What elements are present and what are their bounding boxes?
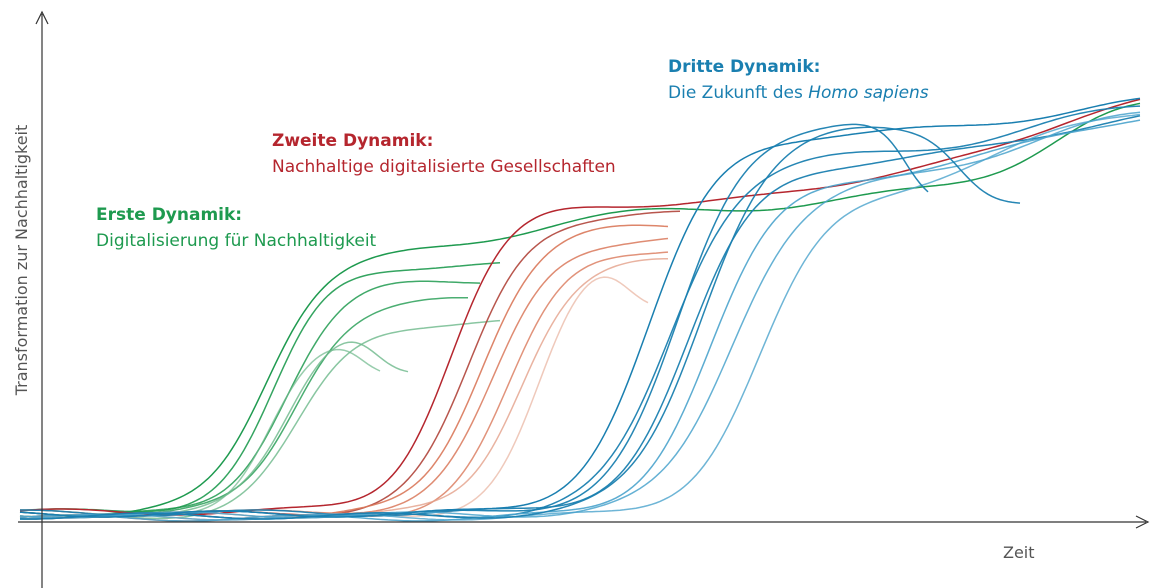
curve	[19, 224, 669, 520]
curve	[20, 237, 669, 517]
curve	[19, 98, 1141, 516]
dynamic-title: Dritte Dynamik:	[668, 57, 820, 77]
curve	[20, 280, 481, 520]
curve	[19, 257, 669, 519]
curve	[19, 126, 1021, 520]
x-label: Zeit	[1003, 543, 1035, 562]
curve	[20, 341, 409, 517]
curves	[19, 97, 1141, 522]
dynamic-subtitle: Digitalisierung für Nachhaltigkeit	[96, 231, 377, 251]
y-label: Transformation zur Nachhaltigkeit	[12, 125, 31, 397]
subtitle-part: Homo sapiens	[808, 83, 929, 103]
dynamic-title: Zweite Dynamik:	[272, 131, 433, 151]
dynamic-title: Erste Dynamik:	[96, 205, 242, 225]
curve	[19, 111, 1141, 519]
subtitle-part: Digitalisierung für Nachhaltigkeit	[96, 231, 377, 251]
dynamic-subtitle: Die Zukunft des Homo sapiens	[668, 83, 929, 103]
curve	[19, 113, 1141, 521]
curve	[19, 276, 649, 521]
dynamic-subtitle: Nachhaltige digitalisierte Gesellschafte…	[272, 157, 616, 177]
subtitle-part: Die Zukunft des	[668, 83, 808, 103]
curve	[19, 348, 381, 520]
curve	[19, 102, 1141, 519]
y-arrow	[35, 10, 49, 25]
subtitle-part: Nachhaltige digitalisierte Gesellschafte…	[272, 157, 616, 177]
x-arrow	[1135, 515, 1150, 529]
curve	[19, 123, 929, 518]
